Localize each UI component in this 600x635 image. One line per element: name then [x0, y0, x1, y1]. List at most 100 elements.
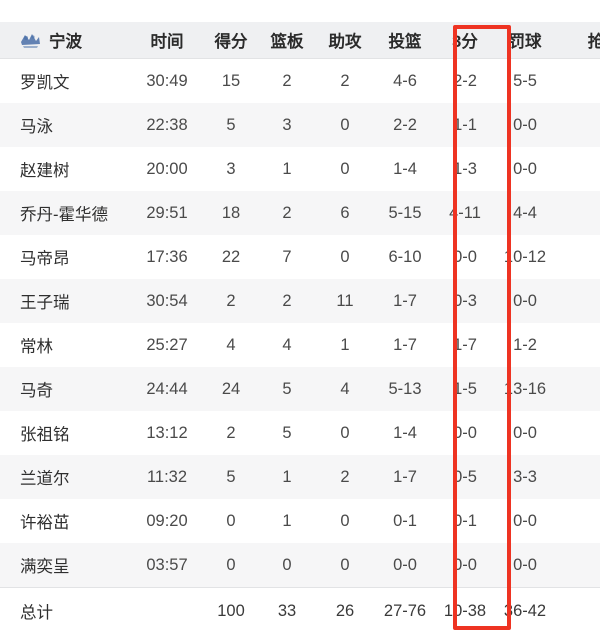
- cell-player-name[interactable]: 马奇: [0, 367, 130, 411]
- cell-assists: 1: [316, 323, 374, 367]
- table-row[interactable]: 满奕呈 03:57 0 0 0 0-0 0-0 0-0: [0, 543, 600, 588]
- cell-player-name[interactable]: 许裕茁: [0, 499, 130, 543]
- table-header: 宁波 时间 得分 篮板 助攻 投篮 3分 罚球 抢: [0, 22, 600, 59]
- cell-field-goals: 1-7: [374, 455, 436, 499]
- column-header-points[interactable]: 得分: [204, 22, 258, 59]
- cell-field-goals: 5-15: [374, 191, 436, 235]
- cell-field-goals: 1-4: [374, 147, 436, 191]
- cell-player-name[interactable]: 赵建树: [0, 147, 130, 191]
- column-header-rebounds[interactable]: 篮板: [258, 22, 316, 59]
- top-whitespace: [0, 0, 600, 22]
- header-row: 宁波 时间 得分 篮板 助攻 投篮 3分 罚球 抢: [0, 22, 600, 59]
- team-logo-icon: [20, 32, 41, 49]
- cell-minutes: 25:27: [130, 323, 204, 367]
- table-row[interactable]: 王子瑞 30:54 2 2 11 1-7 0-3 0-0: [0, 279, 600, 323]
- cell-player-name[interactable]: 总计: [0, 587, 130, 634]
- column-header-three-pointers[interactable]: 3分: [436, 22, 494, 59]
- table-row[interactable]: 马帝昂 17:36 22 7 0 6-10 0-0 10-12: [0, 235, 600, 279]
- cell-steals-clipped: [556, 58, 600, 103]
- cell-points: 2: [204, 279, 258, 323]
- cell-assists: 11: [316, 279, 374, 323]
- cell-points: 5: [204, 103, 258, 147]
- table-row[interactable]: 马奇 24:44 24 5 4 5-13 1-5 13-16: [0, 367, 600, 411]
- cell-player-name[interactable]: 罗凯文: [0, 58, 130, 103]
- column-header-free-throws[interactable]: 罚球: [494, 22, 556, 59]
- table-row[interactable]: 马泳 22:38 5 3 0 2-2 1-1 0-0: [0, 103, 600, 147]
- cell-steals-clipped: [556, 367, 600, 411]
- cell-field-goals: 5-13: [374, 367, 436, 411]
- cell-field-goals: 0-0: [374, 543, 436, 588]
- cell-points: 15: [204, 58, 258, 103]
- cell-player-name[interactable]: 乔丹-霍华德: [0, 191, 130, 235]
- cell-steals-clipped: [556, 587, 600, 634]
- table-row[interactable]: 赵建树 20:00 3 1 0 1-4 1-3 0-0: [0, 147, 600, 191]
- cell-assists: 0: [316, 235, 374, 279]
- cell-free-throws: 10-12: [494, 235, 556, 279]
- cell-rebounds: 2: [258, 191, 316, 235]
- cell-points: 18: [204, 191, 258, 235]
- cell-free-throws: 5-5: [494, 58, 556, 103]
- cell-assists: 0: [316, 147, 374, 191]
- cell-player-name[interactable]: 满奕呈: [0, 543, 130, 588]
- cell-player-name[interactable]: 马泳: [0, 103, 130, 147]
- cell-field-goals: 1-7: [374, 279, 436, 323]
- cell-three-pointers: 0-1: [436, 499, 494, 543]
- cell-assists: 4: [316, 367, 374, 411]
- cell-rebounds: 5: [258, 367, 316, 411]
- table-row-total[interactable]: 总计 100 33 26 27-76 10-38 36-42: [0, 587, 600, 634]
- cell-assists: 2: [316, 58, 374, 103]
- table-row[interactable]: 兰道尔 11:32 5 1 2 1-7 0-5 3-3: [0, 455, 600, 499]
- cell-three-pointers: 1-5: [436, 367, 494, 411]
- cell-steals-clipped: [556, 279, 600, 323]
- table-row[interactable]: 乔丹-霍华德 29:51 18 2 6 5-15 4-11 4-4: [0, 191, 600, 235]
- cell-rebounds: 5: [258, 411, 316, 455]
- table-row[interactable]: 罗凯文 30:49 15 2 2 4-6 2-2 5-5: [0, 58, 600, 103]
- cell-steals-clipped: [556, 411, 600, 455]
- cell-minutes: 22:38: [130, 103, 204, 147]
- cell-rebounds: 33: [258, 587, 316, 634]
- cell-minutes: 11:32: [130, 455, 204, 499]
- cell-steals-clipped: [556, 455, 600, 499]
- table-row[interactable]: 张祖铭 13:12 2 5 0 1-4 0-0 0-0: [0, 411, 600, 455]
- cell-free-throws: 1-2: [494, 323, 556, 367]
- table-row[interactable]: 常林 25:27 4 4 1 1-7 1-7 1-2: [0, 323, 600, 367]
- column-header-steals-clipped[interactable]: 抢: [556, 22, 600, 59]
- cell-field-goals: 6-10: [374, 235, 436, 279]
- cell-steals-clipped: [556, 499, 600, 543]
- cell-steals-clipped: [556, 191, 600, 235]
- cell-player-name[interactable]: 常林: [0, 323, 130, 367]
- cell-three-pointers: 0-0: [436, 235, 494, 279]
- table-row[interactable]: 许裕茁 09:20 0 1 0 0-1 0-1 0-0: [0, 499, 600, 543]
- cell-three-pointers: 1-3: [436, 147, 494, 191]
- cell-player-name[interactable]: 张祖铭: [0, 411, 130, 455]
- cell-minutes: 30:49: [130, 58, 204, 103]
- cell-free-throws: 0-0: [494, 499, 556, 543]
- cell-field-goals: 1-7: [374, 323, 436, 367]
- cell-free-throws: 0-0: [494, 543, 556, 588]
- cell-points: 0: [204, 499, 258, 543]
- cell-free-throws: 36-42: [494, 587, 556, 634]
- column-header-minutes[interactable]: 时间: [130, 22, 204, 59]
- cell-free-throws: 13-16: [494, 367, 556, 411]
- cell-player-name[interactable]: 马帝昂: [0, 235, 130, 279]
- cell-minutes: 24:44: [130, 367, 204, 411]
- cell-field-goals: 27-76: [374, 587, 436, 634]
- column-header-field-goals[interactable]: 投篮: [374, 22, 436, 59]
- cell-minutes: 29:51: [130, 191, 204, 235]
- cell-minutes: 13:12: [130, 411, 204, 455]
- column-header-assists[interactable]: 助攻: [316, 22, 374, 59]
- column-header-team[interactable]: 宁波: [0, 22, 130, 59]
- cell-points: 22: [204, 235, 258, 279]
- cell-steals-clipped: [556, 323, 600, 367]
- cell-rebounds: 3: [258, 103, 316, 147]
- cell-three-pointers: 10-38: [436, 587, 494, 634]
- cell-points: 5: [204, 455, 258, 499]
- cell-rebounds: 0: [258, 543, 316, 588]
- cell-rebounds: 1: [258, 455, 316, 499]
- cell-field-goals: 2-2: [374, 103, 436, 147]
- cell-player-name[interactable]: 兰道尔: [0, 455, 130, 499]
- cell-steals-clipped: [556, 147, 600, 191]
- cell-assists: 0: [316, 411, 374, 455]
- cell-player-name[interactable]: 王子瑞: [0, 279, 130, 323]
- cell-three-pointers: 2-2: [436, 58, 494, 103]
